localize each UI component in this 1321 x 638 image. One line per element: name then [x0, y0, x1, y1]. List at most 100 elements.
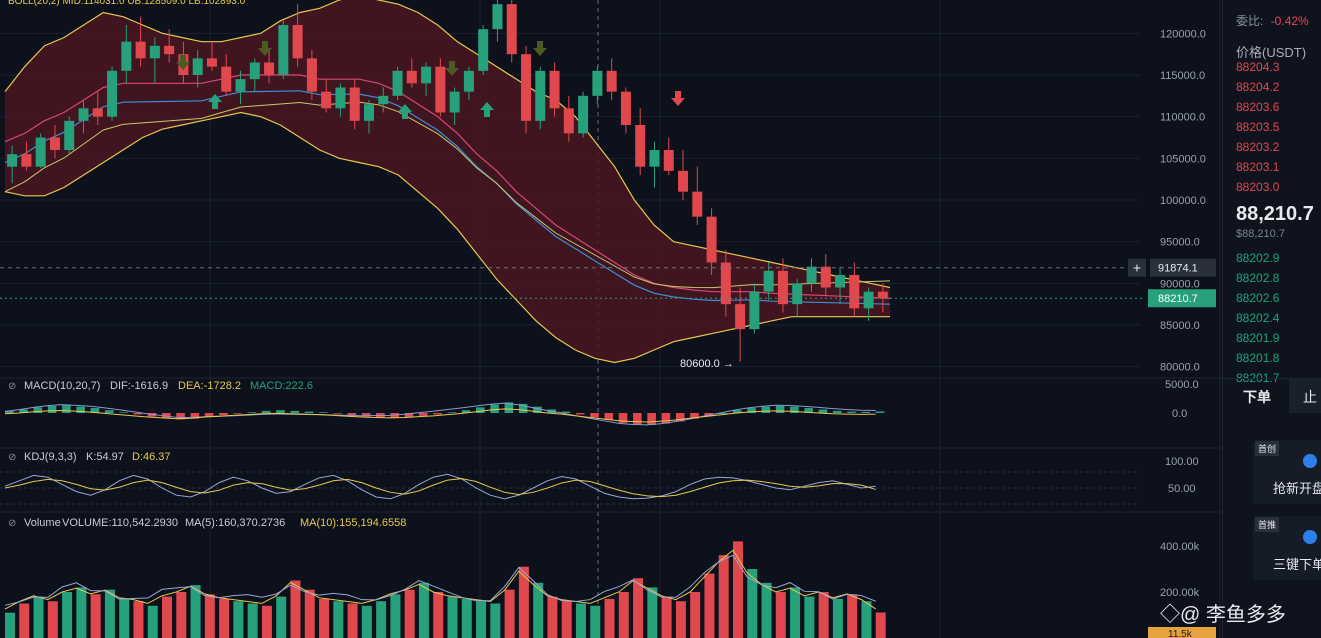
- volume-bar: [304, 589, 315, 638]
- volume-bar: [276, 596, 287, 638]
- last-price-box: [1148, 289, 1216, 308]
- candle-body: [306, 58, 317, 92]
- price-tick-label: 90000.0: [1160, 278, 1200, 290]
- bid-price-row[interactable]: 88202.9: [1236, 251, 1280, 265]
- volume-bar: [804, 596, 815, 638]
- bid-price-row[interactable]: 88202.8: [1236, 271, 1280, 285]
- volume-bar: [690, 592, 701, 638]
- macd-tick: 5000.0: [1165, 379, 1199, 391]
- macd-bar: [861, 411, 871, 413]
- volume-bar: [361, 605, 372, 638]
- candle-body: [221, 66, 232, 92]
- volume-bar: [5, 612, 15, 638]
- ratio-row: 委比: -0.42%: [1236, 12, 1309, 29]
- macd-bar: [76, 406, 85, 413]
- card2-text: 三键下单: [1273, 557, 1321, 572]
- candle-body: [35, 137, 46, 167]
- card2-tag: 首推: [1255, 517, 1280, 532]
- tab-order[interactable]: 下单: [1243, 389, 1271, 405]
- candle-body: [107, 70, 118, 117]
- volume-bar: [575, 603, 586, 638]
- volume-bar: [33, 596, 44, 638]
- macd-bar: [875, 411, 885, 413]
- candle-body: [135, 41, 146, 59]
- ask-price-row[interactable]: 88204.3: [1236, 60, 1280, 74]
- volume-bar: [790, 587, 801, 638]
- volume-bar: [290, 580, 301, 638]
- macd-tick: 0.0: [1172, 408, 1187, 420]
- bid-price-row[interactable]: 88201.8: [1236, 351, 1280, 365]
- candle-body: [463, 70, 474, 92]
- candle-body: [21, 154, 32, 167]
- volume-bar: [675, 601, 686, 638]
- candle-body: [206, 58, 217, 67]
- order-tabs: 下单 止: [1223, 378, 1321, 415]
- price-chart[interactable]: 120000.0 115000.0 110000.0 105000.0 100000.0…: [0, 0, 1222, 638]
- macd-bar: [219, 413, 228, 416]
- macd-bar: [647, 413, 656, 425]
- ratio-label: 委比:: [1236, 14, 1264, 28]
- ask-price-row[interactable]: 88203.1: [1236, 160, 1280, 174]
- last-price-usd: $88,210.7: [1236, 228, 1285, 240]
- volume-bar: [162, 596, 173, 638]
- price-tick-label: 85000.0: [1160, 320, 1200, 332]
- tab-stop[interactable]: 止: [1303, 389, 1317, 405]
- buy-signal-arrow-icon: [208, 94, 222, 109]
- bell-icon: ⊘: [8, 452, 16, 463]
- promo-card-2[interactable]: 首推 三键下单: [1253, 516, 1321, 580]
- ratio-value: -0.42%: [1270, 14, 1309, 28]
- volume-bar: [761, 582, 772, 638]
- volume-bar: [19, 603, 30, 638]
- ask-price-row[interactable]: 88203.6: [1236, 100, 1280, 114]
- macd-bar: [504, 402, 514, 413]
- volume-bar: [704, 573, 715, 638]
- candle-body: [678, 170, 689, 192]
- ask-price-row[interactable]: 88204.2: [1236, 80, 1280, 94]
- candle-body: [606, 70, 617, 92]
- ask-price-row[interactable]: 88203.2: [1236, 140, 1280, 154]
- ask-price-row[interactable]: 88203.5: [1236, 120, 1280, 134]
- volume-bar: [119, 598, 130, 638]
- candle-body: [164, 45, 175, 55]
- volume-bar: [533, 582, 544, 638]
- macd-bar: [19, 409, 28, 413]
- volume-bar: [661, 596, 672, 638]
- price-tick-label: 80000.0: [1160, 362, 1200, 374]
- candle-body: [321, 91, 332, 109]
- candle-body: [363, 104, 374, 121]
- candle-body: [192, 58, 203, 75]
- bid-price-row[interactable]: 88202.4: [1236, 311, 1280, 325]
- bid-price-row[interactable]: 88202.6: [1236, 291, 1280, 305]
- candle-body: [549, 70, 560, 109]
- volume-bar: [490, 603, 501, 638]
- promo-card-1[interactable]: 首创 抢新开盘: [1253, 440, 1321, 504]
- crosshair-price-label: 91874.1: [1158, 263, 1198, 275]
- volume-tick: 200.00k: [1160, 587, 1200, 599]
- macd-bar: [461, 410, 471, 413]
- macd-bar: [333, 413, 342, 414]
- volume-bar: [747, 569, 758, 638]
- current-volume-box: [1148, 627, 1216, 638]
- current-volume-label: 11.5k: [1168, 629, 1193, 638]
- candle-body: [278, 25, 289, 75]
- macd-bar: [718, 413, 728, 414]
- bid-price-row[interactable]: 88201.9: [1236, 331, 1280, 345]
- macd-bar: [533, 406, 542, 413]
- volume-bar: [204, 594, 215, 638]
- candle-body: [235, 79, 246, 92]
- volume-bar: [647, 587, 658, 638]
- macd-dif: DIF:-1616.9: [110, 380, 168, 392]
- candle-body: [421, 66, 432, 84]
- candle-body: [349, 87, 360, 121]
- macd-bar: [761, 406, 771, 413]
- sell-signal-arrow-icon: [533, 41, 547, 56]
- price-tick-label: 100000.0: [1160, 195, 1206, 207]
- sell-signal-arrow-icon: [258, 41, 272, 56]
- ask-price-row[interactable]: 88203.0: [1236, 180, 1280, 194]
- macd-bar: [418, 413, 428, 416]
- candle-body: [592, 70, 603, 96]
- volume-bar: [347, 603, 358, 638]
- rocket-icon: [1303, 454, 1317, 468]
- candle-body: [521, 54, 532, 121]
- macd-bar: [290, 410, 300, 413]
